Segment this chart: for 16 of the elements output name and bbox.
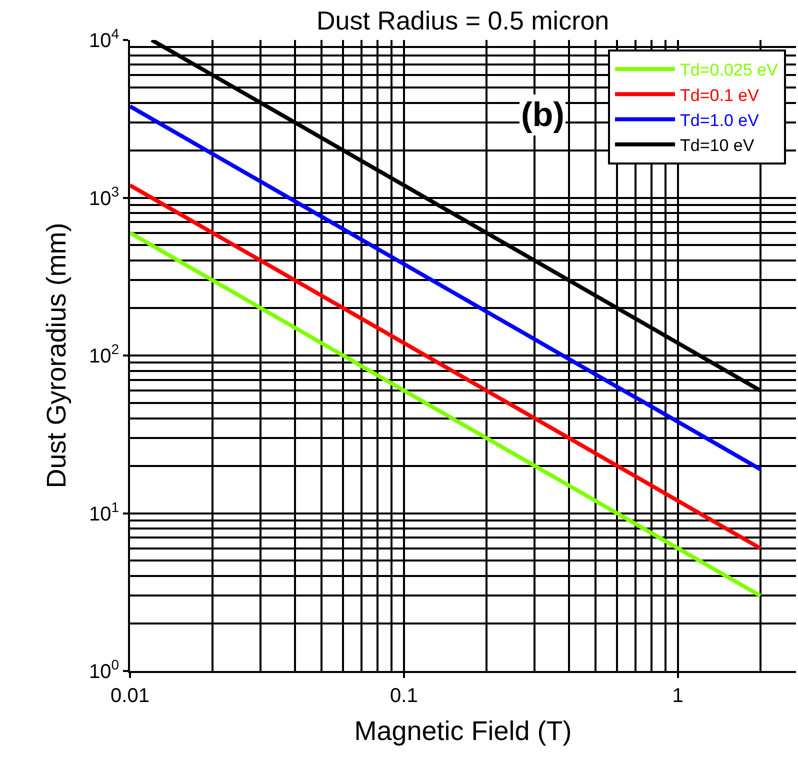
y-tick-label: 10$^{0}$: [88, 656, 120, 683]
y-axis-title: Dust Gyroradius (mm): [42, 222, 72, 488]
y-tick-label: 10$^{1}$: [88, 498, 120, 526]
legend-label: Td=0.025 eV: [680, 60, 778, 80]
x-axis-title: Magnetic Field (T): [354, 716, 572, 746]
annotation: (b): [521, 96, 564, 134]
y-tick-label: 10$^{3}$: [88, 183, 120, 210]
legend-label: Td=10 eV: [680, 136, 755, 155]
legend-label: Td=0.1 eV: [680, 86, 760, 105]
y-tick-label: 10$^{2}$: [88, 341, 120, 368]
x-tick-label: 0.01: [110, 685, 150, 707]
y-tick-label: 10$^{4}$: [88, 26, 120, 52]
x-tick-label: 1: [672, 685, 684, 707]
legend-label: Td=1.0 eV: [680, 110, 760, 130]
x-tick-label: 0.1: [390, 685, 418, 707]
chart-title: Dust Radius = 0.5 micron: [316, 6, 610, 36]
